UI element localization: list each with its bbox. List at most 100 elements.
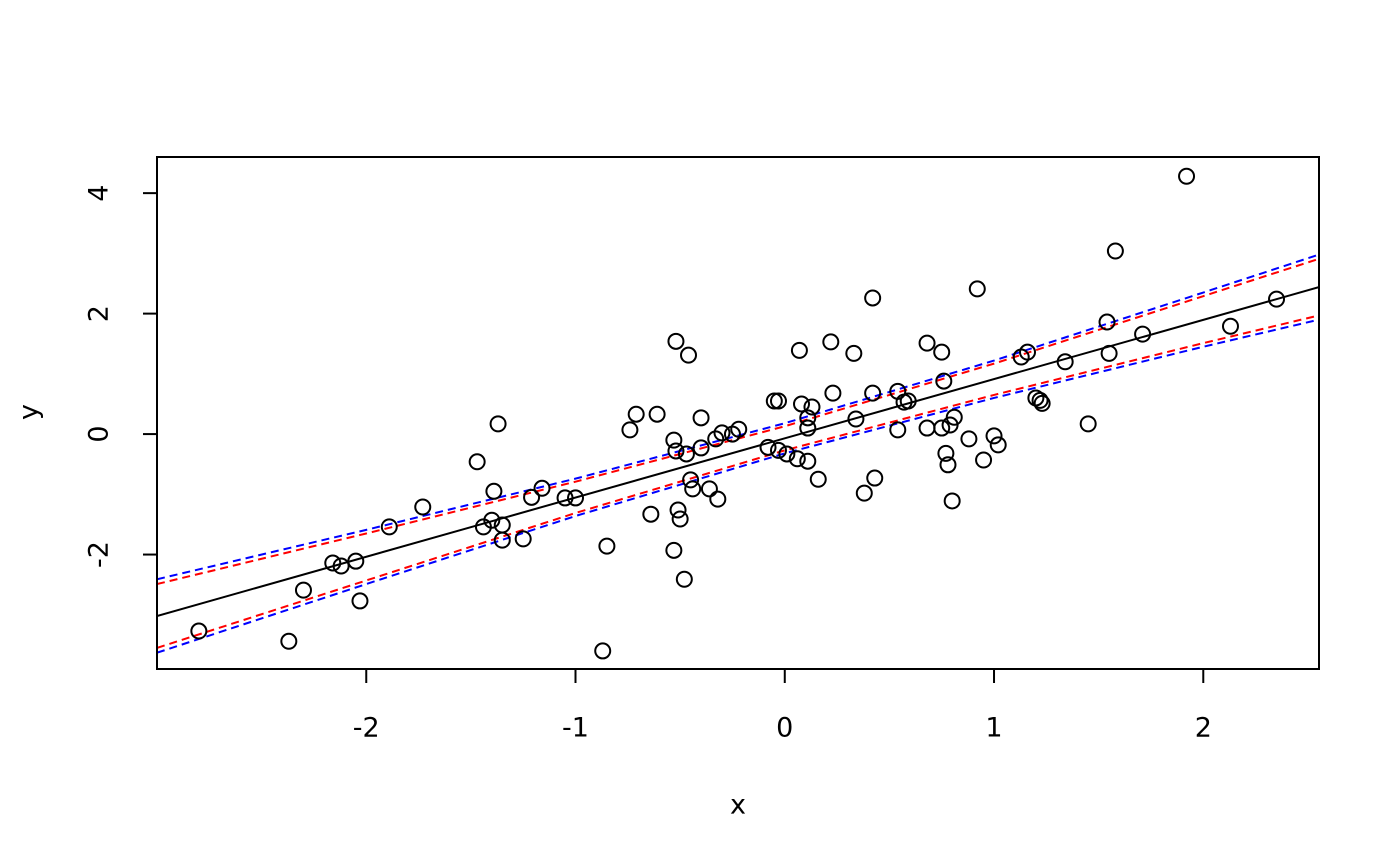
point — [1178, 167, 1196, 185]
fit-line — [157, 253, 1319, 581]
point — [968, 280, 986, 298]
point — [347, 552, 365, 570]
point — [845, 344, 863, 362]
point — [769, 441, 787, 459]
y-tick-label: -2 — [84, 541, 115, 568]
point — [1100, 344, 1118, 362]
point — [864, 289, 882, 307]
point — [855, 484, 873, 502]
point — [713, 424, 731, 442]
point — [665, 541, 683, 559]
point — [935, 372, 953, 390]
point — [332, 557, 350, 575]
point — [190, 622, 208, 640]
point — [594, 642, 612, 660]
point — [822, 333, 840, 351]
point — [933, 419, 951, 437]
point — [414, 498, 432, 516]
point — [1098, 313, 1116, 331]
point — [665, 431, 683, 449]
x-tick-label: 2 — [1195, 713, 1212, 744]
point — [556, 489, 574, 507]
point — [468, 453, 486, 471]
point — [1134, 325, 1152, 343]
x-tick-label: -1 — [562, 713, 589, 744]
point — [1221, 317, 1239, 335]
point — [939, 456, 957, 474]
point — [1079, 415, 1097, 433]
point — [793, 395, 811, 413]
point — [1031, 391, 1049, 409]
point — [799, 419, 817, 437]
point — [380, 518, 398, 536]
y-axis-label: y — [14, 404, 45, 420]
point — [692, 409, 710, 427]
point — [675, 570, 693, 588]
point — [790, 341, 808, 359]
point — [1056, 353, 1074, 371]
point — [799, 452, 817, 470]
y-tick-label: 4 — [84, 185, 115, 202]
point — [765, 392, 783, 410]
point — [1033, 394, 1051, 412]
point — [648, 405, 666, 423]
x-tick-label: 0 — [776, 713, 793, 744]
point — [667, 442, 685, 460]
fit-line — [157, 314, 1319, 649]
point — [799, 409, 817, 427]
point — [680, 346, 698, 364]
point — [294, 581, 312, 599]
point — [642, 505, 660, 523]
point — [778, 445, 796, 463]
point — [324, 554, 342, 572]
point — [759, 438, 777, 456]
point — [960, 430, 978, 448]
point — [918, 334, 936, 352]
fit-line — [157, 318, 1319, 654]
y-tick-label: 0 — [84, 425, 115, 442]
point — [989, 436, 1007, 454]
point — [682, 471, 700, 489]
point — [918, 419, 936, 437]
point — [730, 420, 748, 438]
point — [933, 343, 951, 361]
point — [523, 488, 541, 506]
point — [864, 384, 882, 402]
point — [692, 439, 710, 457]
point — [847, 410, 865, 428]
plot-frame — [156, 156, 1320, 670]
point — [627, 405, 645, 423]
point — [669, 501, 687, 519]
point — [493, 531, 511, 549]
point — [943, 492, 961, 510]
point — [1019, 343, 1037, 361]
point — [985, 427, 1003, 445]
point — [684, 480, 702, 498]
point — [945, 408, 963, 426]
point — [485, 482, 503, 500]
point — [280, 632, 298, 650]
point — [809, 470, 827, 488]
point — [351, 592, 369, 610]
fit-line — [157, 257, 1319, 586]
fit-line — [157, 286, 1319, 617]
x-tick-label: -2 — [353, 713, 380, 744]
point — [677, 445, 695, 463]
point — [598, 537, 616, 555]
point — [1106, 242, 1124, 260]
x-tick-label: 1 — [985, 713, 1002, 744]
point — [899, 392, 917, 410]
point — [866, 469, 884, 487]
point — [514, 530, 532, 548]
point — [937, 444, 955, 462]
lines — [157, 253, 1319, 654]
point — [489, 415, 507, 433]
point — [824, 384, 842, 402]
point — [788, 450, 806, 468]
y-tick-label: 2 — [84, 305, 115, 322]
point — [889, 421, 907, 439]
point — [671, 510, 689, 528]
point — [700, 480, 718, 498]
point — [707, 430, 725, 448]
